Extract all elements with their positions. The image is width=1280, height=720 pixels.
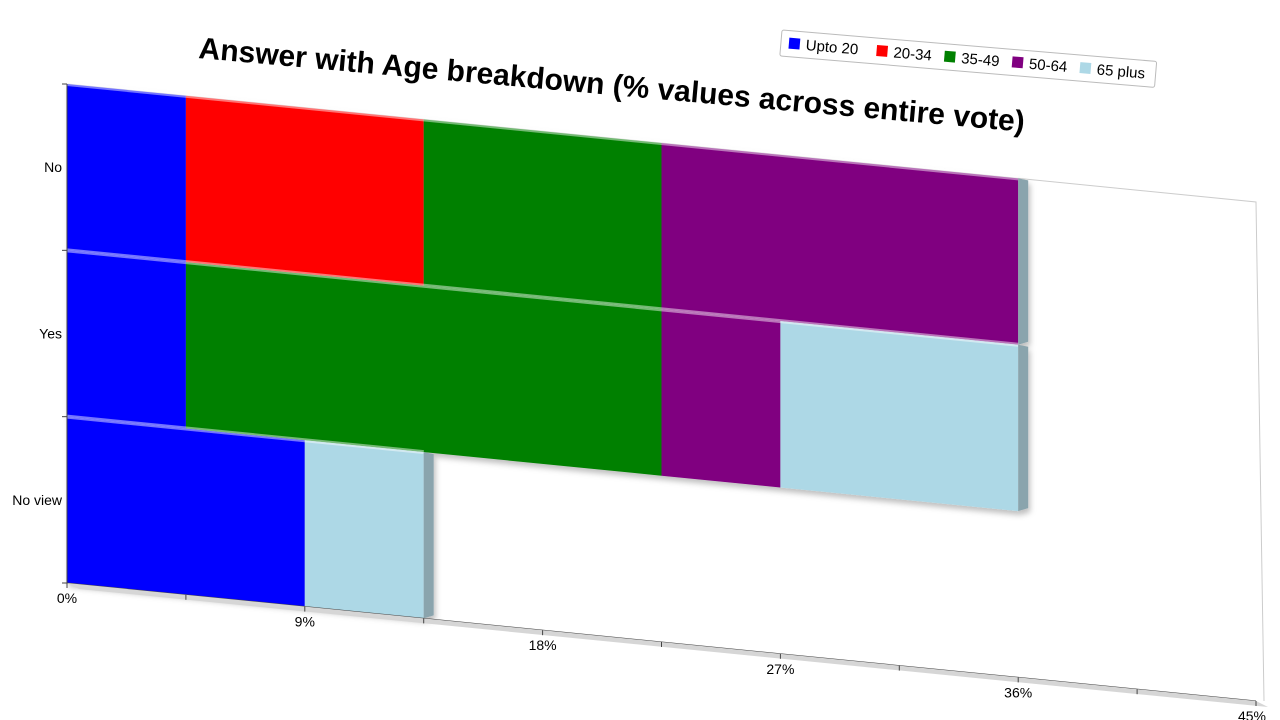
bar-group [66, 82, 1029, 345]
bar-top-highlight [66, 248, 1019, 347]
bar-segment[interactable] [67, 416, 305, 607]
legend-item-label[interactable]: 20-34 [893, 44, 933, 64]
bar-segment[interactable] [304, 440, 424, 619]
legend-item-label[interactable]: 35-49 [961, 50, 1001, 70]
bar-end-face [423, 452, 434, 619]
legend-swatch [1079, 62, 1092, 74]
x-tick-label: 27% [766, 661, 794, 677]
x-tick-label: 0% [57, 590, 77, 606]
bar-top-highlight [66, 82, 1019, 181]
x-tick-label: 18% [529, 637, 557, 653]
x-tick-label: 9% [295, 614, 315, 630]
legend-swatch [943, 50, 956, 63]
category-label: No [44, 159, 62, 175]
category-label: Yes [39, 326, 62, 342]
bar-end-face [1018, 344, 1029, 512]
legend-item-label[interactable]: 65 plus [1096, 62, 1146, 83]
bar-segment[interactable] [185, 95, 424, 286]
bar-group [66, 248, 1029, 512]
legend-box [779, 29, 1158, 88]
bar-segment[interactable] [661, 143, 1019, 345]
legend-item-label[interactable]: Upto 20 [805, 37, 859, 58]
category-label: No view [12, 492, 63, 508]
legend-swatch [1011, 56, 1024, 69]
bar-segment[interactable] [661, 309, 781, 488]
bar-segment[interactable] [185, 262, 662, 476]
legend-swatch [876, 45, 889, 57]
bar-segment[interactable] [67, 84, 186, 263]
x-tick-label: 36% [1004, 684, 1032, 700]
bars [66, 82, 1029, 619]
axes: 0% 9% 18% 27% 36% 45% No Yes No view [12, 83, 1268, 720]
legend-swatch [788, 37, 801, 50]
x-tick-label: 45% [1238, 708, 1266, 720]
bar-group [66, 414, 434, 619]
bar-segment[interactable] [67, 250, 186, 429]
legend: Upto 20 20-34 35-49 50-64 65 plus [779, 29, 1158, 88]
legend-item-label[interactable]: 50-64 [1028, 56, 1068, 76]
x-axis-floor [67, 583, 1268, 707]
bar-segment[interactable] [423, 119, 662, 310]
bar-segment[interactable] [780, 321, 1019, 512]
bar-top-highlight [66, 414, 424, 455]
bar-end-face [1018, 178, 1029, 345]
